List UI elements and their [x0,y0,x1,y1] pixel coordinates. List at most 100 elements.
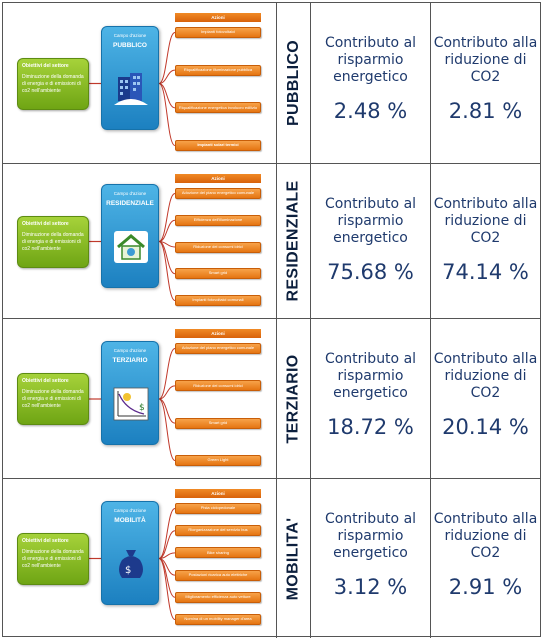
objective-text: Diminuzione della domanda di energia e d… [22,231,84,252]
connector-field-action [158,348,176,400]
energy-label: Contributo al risparmio energetico [324,351,417,401]
co2-label: Contributo alla riduzione di CO2 [433,196,538,246]
action-item: Impianti fotovoltaici [175,27,261,38]
action-item: Smart grid [175,417,261,429]
energy-value: 75.68 % [327,260,414,284]
energy-metric: Contributo al risparmio energetico 2.48 % [311,3,430,163]
connector-lines [89,348,176,461]
connector-field-action [158,69,176,84]
house-icon [112,229,150,265]
sector-label: RESIDENZIALE [284,180,302,302]
objective-box: Obiettivi del settore Diminuzione della d… [17,57,89,110]
connector-field-action [158,385,176,400]
action-item: Riorganizzazione del servizio bus [175,525,261,537]
energy-value: 2.48 % [333,99,408,123]
co2-metric: Contributo alla riduzione di CO2 20.14 % [431,319,540,478]
field-name: PUBBLICO [113,41,147,49]
connector-field-action [158,530,176,559]
actions-header: Azioni [175,329,261,338]
energy-label: Contributo al risparmio energetico [324,35,417,85]
objective-text: Diminuzione della domanda di energia e d… [22,548,84,569]
energy-label: Contributo al risparmio energetico [324,196,417,246]
field-of-action-box: Campo d'azione MOBILITÀ $ [101,500,159,605]
sector-label-cell: TERZIARIO [277,319,311,478]
action-item: Adozione del piano energetico comunale [175,343,261,354]
action-item: Pista ciclopedonale [175,503,261,514]
co2-metric: Contributo alla riduzione di CO2 74.14 % [431,164,540,318]
action-item: Nomina di un mobility manager d'area [175,614,261,625]
energy-label: Contributo al risparmio energetico [324,511,417,561]
co2-contribution-cell: Contributo alla riduzione di CO2 74.14 % [431,164,540,318]
sector-label-cell: RESIDENZIALE [277,164,311,318]
actions-header: Azioni [175,13,261,22]
field-label: Campo d'azione [113,348,147,353]
sector-row: Obiettivi del settore Diminuzione della d… [3,3,540,164]
action-item: Impianti fotovoltaici comunali [175,295,261,306]
sector-row: Obiettivi del settore Diminuzione della d… [3,319,540,479]
objective-text: Diminuzione della domanda di energia e d… [22,389,84,409]
co2-value: 2.91 % [448,575,523,599]
sector-label: PUBBLICO [284,40,302,126]
energy-metric: Contributo al risparmio energetico 3.12 % [311,479,430,638]
field-name: TERZIARIO [112,357,148,364]
svg-text:$: $ [139,403,145,413]
action-item: Riduzione dei consumi idrici [175,241,261,253]
action-item: Riqualificazione illuminazione pubblica [175,64,261,76]
co2-value: 2.81 % [448,99,523,123]
action-diagram: Obiettivi del settore Diminuzione della d… [3,479,277,638]
money-bag-icon: $ [112,546,150,582]
sector-label: MOBILITA' [284,517,302,600]
co2-metric: Contributo alla riduzione di CO2 2.91 % [431,479,540,638]
action-item: Impianti solari termici [175,140,261,151]
co2-label: Contributo alla riduzione di CO2 [433,35,538,85]
co2-label: Contributo alla riduzione di CO2 [433,511,538,561]
energy-value: 18.72 % [327,415,414,439]
connector-field-action [158,398,176,461]
action-item: Adozione del piano energetico comunale [175,188,261,199]
field-label: Campo d'azione [113,507,147,513]
objective-box: Obiettivi del settore Diminuzione della d… [17,215,89,268]
svg-text:$: $ [125,565,131,576]
connector-field-action [158,193,176,242]
connector-lines [89,32,176,146]
connector-lines [89,508,176,620]
co2-value: 74.14 % [442,260,529,284]
sector-row: Obiettivi del settore Diminuzione della d… [3,164,540,319]
connector-field-action [158,241,176,301]
co2-value: 20.14 % [442,415,529,439]
energy-contribution-cell: Contributo al risparmio energetico 3.12 % [311,479,431,638]
action-item: Green Light [175,455,261,466]
action-item: Miglioramento efficienza auto vetture [175,591,261,603]
co2-contribution-cell: Contributo alla riduzione di CO2 2.91 % [431,479,540,638]
actions-header: Azioni [175,489,261,498]
co2-contribution-cell: Contributo alla riduzione di CO2 2.81 % [431,3,540,163]
sector-label-cell: MOBILITA' [277,479,311,638]
objective-text: Diminuzione della domanda di energia e d… [22,73,84,94]
building-icon [112,71,150,107]
actions-header: Azioni [175,174,261,183]
field-label: Campo d'azione [113,32,147,38]
field-of-action-box: Campo d'azione PUBBLICO [101,25,159,130]
action-diagram: Obiettivi del settore Diminuzione della d… [3,319,277,478]
objective-title: Obiettivi del settore [22,220,69,227]
sector-row: Obiettivi del settore Diminuzione della d… [3,479,540,638]
energy-metric: Contributo al risparmio energetico 18.72 … [311,319,430,478]
energy-contribution-cell: Contributo al risparmio energetico 2.48 % [311,3,431,163]
action-item: Smart grid [175,268,261,280]
energy-metric: Contributo al risparmio energetico 75.68 … [311,164,430,318]
action-item: Riqualificazione energetica involucro ed… [175,102,261,114]
connector-field-action [158,32,176,84]
field-name: RESIDENZIALE [106,199,154,207]
chart-money-icon: $ [112,386,150,422]
objective-title: Obiettivi del settore [22,537,69,544]
action-item: Postazioni ricarica auto elettriche [175,569,261,581]
action-diagram: Obiettivi del settore Diminuzione della d… [3,3,277,163]
connector-field-action [158,83,176,146]
sector-label-cell: PUBBLICO [277,3,311,163]
co2-metric: Contributo alla riduzione di CO2 2.81 % [431,3,540,163]
connector-field-action [158,558,176,620]
energy-value: 3.12 % [333,575,408,599]
energy-contribution-cell: Contributo al risparmio energetico 75.68 … [311,164,431,318]
action-diagram: Obiettivi del settore Diminuzione della d… [3,164,277,318]
